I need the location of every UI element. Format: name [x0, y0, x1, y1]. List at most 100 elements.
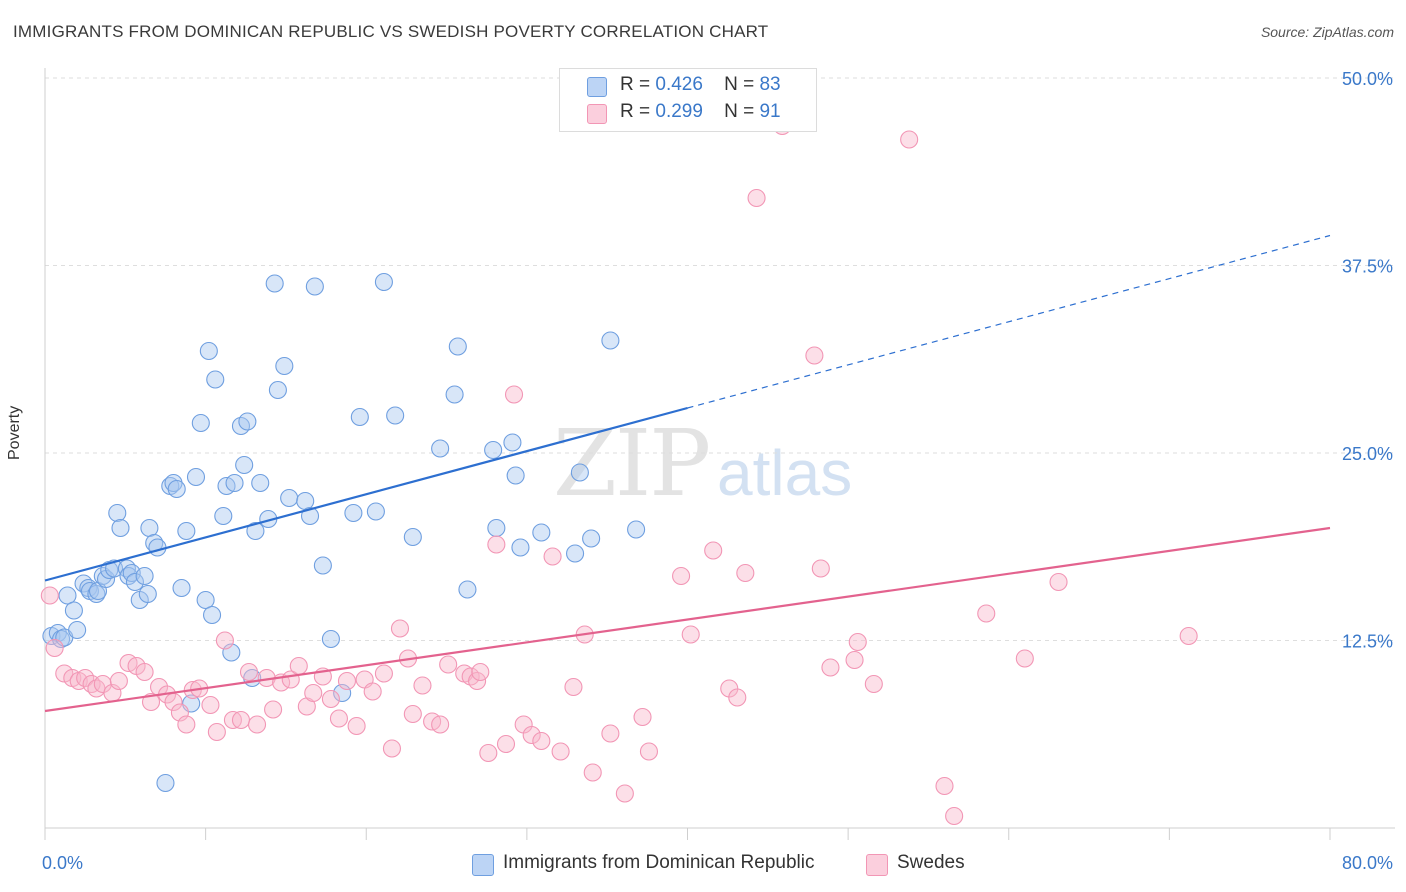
legend-swatch-dominican [587, 77, 607, 97]
dominican-point [108, 503, 127, 523]
swedes-point [479, 743, 498, 763]
dominican-point [275, 356, 294, 376]
legend-swatch-swedes [587, 104, 607, 124]
dominican-point [313, 556, 332, 575]
x-tick-label: 0.0% [42, 853, 83, 873]
dominican-point [366, 502, 385, 521]
swedes-point [403, 704, 422, 724]
swedes-point [864, 674, 883, 694]
swedes-point [532, 731, 551, 751]
dominican-point [448, 337, 467, 356]
dominican-point [268, 380, 287, 400]
dominican-point [177, 521, 196, 541]
dominican-point [251, 473, 270, 493]
swedes-point [289, 656, 308, 676]
swedes-point [1015, 649, 1034, 668]
dominican-trend-extension [687, 234, 1331, 409]
axes [44, 68, 1395, 840]
dominican-point [105, 559, 124, 578]
dominican-point [125, 572, 144, 592]
swedes-point [374, 664, 393, 683]
swedes-point [811, 559, 830, 578]
dominican-point [532, 523, 551, 542]
bottom-legend-label: Immigrants from Dominican Republic [503, 852, 815, 873]
swedes-point [639, 742, 659, 761]
dominican-point [506, 466, 525, 485]
swedes-point [141, 692, 161, 712]
dominican-point [374, 272, 393, 292]
chart-title: IMMIGRANTS FROM DOMINICAN REPUBLIC VS SW… [13, 22, 769, 41]
x-tick-label: 80.0% [1342, 853, 1393, 873]
swedes-point [543, 547, 562, 566]
swedes-point [583, 763, 602, 782]
swedes-point [239, 662, 259, 682]
dominican-point [300, 506, 320, 526]
legend-n-label: N = [724, 74, 755, 95]
y-tick-label: 25.0% [1342, 444, 1393, 464]
bottom-legend-swatch-swedes [866, 854, 888, 876]
swedes-point [413, 676, 432, 695]
swedes-point [977, 604, 996, 623]
swedes-point [522, 725, 541, 745]
swedes-point [681, 625, 700, 644]
dominican-point [305, 277, 324, 296]
dominican-point [265, 274, 284, 293]
swedes-point [601, 724, 620, 743]
legend-n-label: N = [724, 101, 755, 122]
swedes-point [337, 671, 357, 691]
swedes-point [215, 631, 234, 650]
legend-r-value: 0.299 [655, 101, 703, 122]
y-tick-label: 37.5% [1342, 257, 1393, 277]
swedes-point [329, 709, 348, 728]
swedes-point [504, 385, 524, 404]
swedes-point [945, 806, 964, 826]
dominican-point [238, 412, 257, 431]
swedes-point [390, 619, 410, 638]
swedes-point [1049, 572, 1068, 592]
dominican-point [511, 538, 530, 557]
bottom-legend-swatch-dominican [472, 854, 494, 876]
dominican-point [196, 590, 215, 610]
dominican-point [68, 620, 87, 640]
swedes-point [264, 700, 283, 719]
swedes-point [471, 662, 490, 682]
swedes-point [363, 682, 382, 701]
dominican-point [206, 370, 225, 389]
swedes-point [231, 710, 251, 730]
dominican-point [503, 433, 522, 452]
dominican-point [627, 520, 646, 539]
dominican-point [235, 455, 254, 475]
series-dominican-points [42, 272, 646, 793]
dominican-point [570, 463, 589, 482]
swedes-point [935, 776, 954, 796]
swedes-point [672, 566, 691, 586]
watermark-atlas: atlas [717, 437, 853, 509]
legend-r-label: R = [620, 101, 651, 122]
swedes-point [633, 707, 652, 727]
dominican-point [582, 529, 601, 548]
legend-r-value: 0.426 [655, 74, 703, 95]
dominican-point [138, 584, 157, 604]
dominican-trend-line [44, 406, 688, 582]
dominican-point [431, 439, 450, 458]
dominican-point [191, 413, 210, 433]
dominican-point [333, 683, 352, 703]
swedes-point [1179, 626, 1198, 646]
swedes-point [615, 784, 634, 803]
swedes-point [848, 632, 867, 652]
y-tick-label: 50.0% [1342, 69, 1393, 89]
dominican-point [344, 503, 363, 523]
swedes-point [304, 683, 323, 703]
dominican-point [445, 385, 464, 404]
swedes-point [347, 716, 366, 736]
swedes-point [736, 563, 755, 583]
swedes-point [135, 662, 154, 682]
tick-labels: 12.5% 25.0% 37.5% 50.0% 0.0% 80.0% [42, 69, 1393, 873]
dominican-point [225, 473, 244, 493]
swedes-point [207, 722, 226, 742]
dominican-point [52, 629, 71, 649]
legend-n-value: 91 [759, 101, 781, 122]
dominican-point [246, 521, 265, 541]
dominican-point [403, 527, 422, 547]
swedes-point [247, 715, 267, 734]
